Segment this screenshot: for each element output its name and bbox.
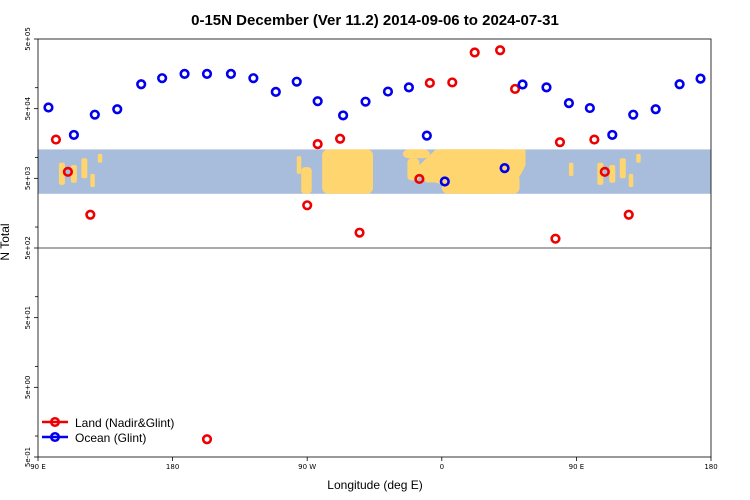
- legend-item-land: Land (Nadir&Glint): [42, 416, 174, 430]
- map-land-shape: [70, 164, 77, 183]
- legend-land-label: Land (Nadir&Glint): [75, 416, 174, 430]
- land-point: [85, 209, 96, 220]
- land-point: [469, 47, 480, 58]
- y-tick-label: 5e+05: [24, 27, 32, 51]
- x-tick-label: 90 W: [298, 463, 316, 471]
- ocean-point: [499, 163, 510, 174]
- x-axis-label: Longitude (deg E): [327, 478, 422, 492]
- legend-land-marker: [49, 416, 61, 428]
- ocean-point: [112, 104, 123, 115]
- ocean-point: [439, 176, 450, 187]
- map-land-shape: [414, 149, 526, 194]
- land-point: [554, 137, 566, 148]
- y-tick-label: 5e+04: [24, 96, 32, 120]
- y-tick-label: 5e+02: [24, 236, 32, 260]
- x-tick-label: 90 E: [30, 463, 46, 471]
- ocean-point: [607, 129, 618, 141]
- land-point: [495, 45, 506, 56]
- map-land-shapes: [58, 149, 641, 194]
- land-point: [414, 173, 425, 185]
- ocean-point: [89, 109, 100, 120]
- ocean-point: [674, 79, 685, 90]
- land-point: [424, 77, 435, 89]
- y-tick-label: 5e+00: [24, 376, 32, 400]
- land-point: [509, 83, 521, 95]
- map-land-shape: [296, 156, 302, 174]
- y-tick-label: 5e+03: [24, 167, 32, 191]
- map-land-shape: [636, 153, 641, 163]
- map-land-shape: [609, 164, 616, 183]
- y-axis: 5e-01 5e+00 5e+01 5e+02 5e+03 5e+04 5e+05: [24, 27, 38, 467]
- ocean-point: [360, 96, 371, 107]
- land-point: [302, 200, 313, 211]
- ocean-point: [563, 98, 575, 109]
- legend: Land (Nadir&Glint) Ocean (Glint): [42, 416, 174, 445]
- x-tick-label: 180: [166, 463, 179, 471]
- ocean-point: [312, 96, 323, 107]
- land-point: [550, 233, 561, 244]
- ocean-point: [68, 129, 79, 141]
- map-land-shape: [97, 153, 103, 163]
- legend-item-ocean: Ocean (Glint): [42, 431, 146, 445]
- ocean-point: [541, 82, 552, 93]
- ocean-point: [270, 86, 281, 98]
- x-tick-label: 180: [704, 463, 717, 471]
- ocean-point: [157, 73, 168, 84]
- y-tick-label: 5e-01: [24, 447, 32, 467]
- ocean-point: [201, 68, 213, 79]
- land-point: [599, 166, 610, 177]
- y-axis-label: N Total: [0, 223, 12, 260]
- map-land-shape: [619, 158, 626, 179]
- ocean-point: [337, 110, 349, 121]
- ocean-point: [43, 102, 54, 113]
- land-point: [201, 434, 213, 445]
- x-tick-label: 0: [440, 463, 444, 471]
- map-land-shape: [81, 158, 88, 179]
- land-point: [354, 227, 365, 238]
- ocean-point: [179, 68, 190, 79]
- map-land-shape: [628, 173, 634, 188]
- ocean-point: [695, 73, 706, 84]
- chart-title: 0-15N December (Ver 11.2) 2014-09-06 to …: [191, 12, 559, 29]
- land-point: [335, 133, 346, 144]
- land-point: [312, 139, 323, 150]
- data-points: [43, 45, 706, 445]
- map-land-shape: [568, 162, 574, 177]
- map-land-shape: [322, 149, 374, 194]
- map-land-shape: [301, 167, 312, 194]
- land-point: [623, 209, 634, 220]
- ocean-point: [403, 82, 414, 93]
- map-strip: [38, 149, 711, 194]
- land-point: [62, 166, 74, 177]
- ocean-point: [628, 109, 639, 120]
- ocean-point: [517, 79, 528, 90]
- ocean-point: [248, 73, 259, 84]
- ocean-point: [225, 68, 237, 79]
- x-tick-label: 90 E: [569, 463, 585, 471]
- ocean-point: [136, 79, 147, 90]
- ocean-point: [584, 102, 595, 114]
- land-point: [50, 134, 62, 145]
- ocean-point: [421, 130, 432, 141]
- land-point: [589, 134, 600, 145]
- legend-ocean-label: Ocean (Glint): [75, 431, 146, 445]
- map-land-shape: [58, 162, 65, 185]
- ocean-point: [650, 104, 661, 115]
- ocean-point: [291, 76, 302, 87]
- map-land-shape: [90, 173, 95, 188]
- y-tick-label: 5e+01: [24, 306, 32, 330]
- legend-ocean-marker: [49, 431, 61, 443]
- map-land-shape: [402, 149, 430, 159]
- ocean-point: [382, 86, 394, 97]
- x-axis: 90 E 180 90 W 0 90 E 180: [30, 457, 718, 471]
- land-point: [447, 77, 458, 88]
